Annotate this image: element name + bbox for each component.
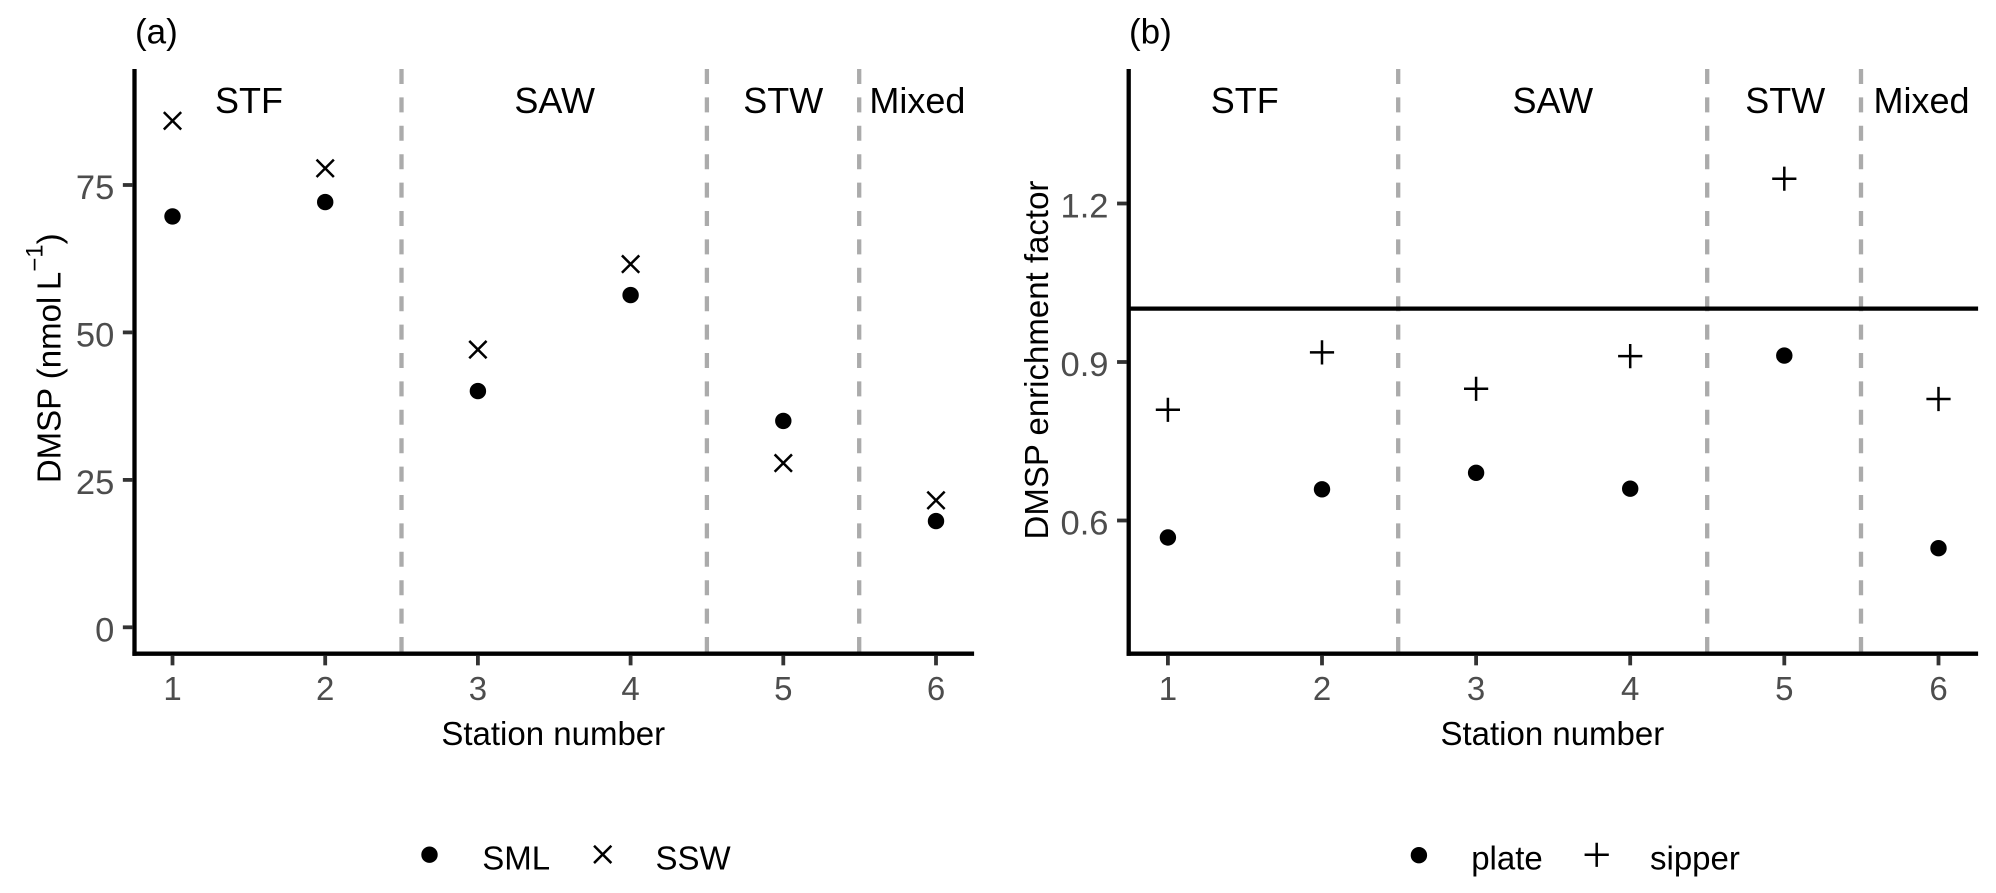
svg-text:SAW: SAW [1512,80,1593,121]
svg-text:(b): (b) [1129,13,1172,52]
svg-text:SSW: SSW [656,840,732,877]
svg-text:6: 6 [927,670,945,707]
svg-text:3: 3 [1467,670,1485,707]
svg-text:4: 4 [621,670,639,707]
svg-text:Station number: Station number [441,715,665,752]
svg-text:SAW: SAW [514,80,595,121]
svg-text:STF: STF [215,80,283,121]
svg-text:Station number: Station number [1440,715,1664,752]
svg-text:5: 5 [1775,670,1793,707]
svg-text:0.6: 0.6 [1061,505,1109,543]
svg-text:0.9: 0.9 [1061,346,1109,384]
svg-text:4: 4 [1621,670,1639,707]
svg-text:6: 6 [1929,670,1947,707]
svg-text:STW: STW [1745,80,1825,121]
svg-text:1.2: 1.2 [1061,188,1109,226]
svg-text:plate: plate [1471,840,1543,877]
svg-text:DMSP enrichment factor: DMSP enrichment factor [1018,181,1055,540]
svg-text:5: 5 [774,670,792,707]
svg-text:Mixed: Mixed [869,80,965,121]
svg-text:STF: STF [1211,80,1279,121]
svg-text:2: 2 [316,670,334,707]
svg-text:sipper: sipper [1650,840,1740,877]
svg-text:3: 3 [469,670,487,707]
svg-text:75: 75 [76,169,114,207]
svg-text:SML: SML [482,840,550,877]
svg-text:1: 1 [1159,670,1177,707]
svg-text:STW: STW [743,80,823,121]
svg-text:(a): (a) [135,13,178,52]
svg-text:0: 0 [95,612,114,650]
svg-text:25: 25 [76,464,114,502]
svg-text:Mixed: Mixed [1873,80,1969,121]
svg-text:2: 2 [1313,670,1331,707]
svg-text:1: 1 [163,670,181,707]
svg-text:50: 50 [76,317,114,355]
